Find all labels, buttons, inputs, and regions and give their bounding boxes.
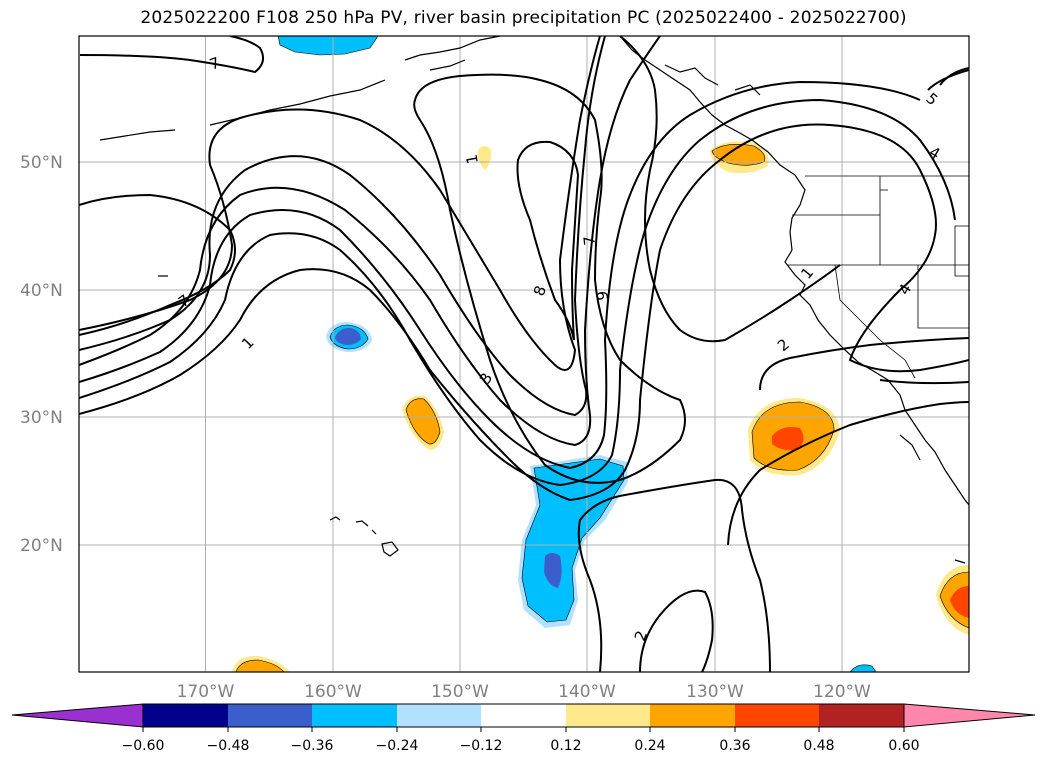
shading-positive-small	[477, 146, 492, 170]
colorbar-segment	[312, 704, 397, 727]
colorbar-extend-low	[11, 703, 144, 728]
islands	[158, 275, 399, 557]
lat-label: 40°N	[20, 281, 63, 301]
shading-negative-north	[277, 36, 379, 56]
colorbar-segment	[735, 704, 819, 727]
contour-label: 8	[530, 283, 550, 298]
colorbar-segment	[397, 704, 481, 727]
lon-label: 130°W	[686, 682, 744, 702]
contour-label: 2	[631, 628, 651, 643]
colorbar-segment	[566, 704, 650, 727]
colorbar: −0.60 −0.48 −0.36 −0.24 −0.12 0.12 0.24 …	[11, 703, 1036, 754]
colorbar-tick: −0.60	[122, 738, 165, 754]
colorbar-segment	[650, 704, 735, 727]
lat-label: 50°N	[20, 153, 63, 173]
contour-label: 2	[774, 335, 793, 355]
contour-label: 4	[895, 281, 915, 298]
latitude-labels: 50°N 40°N 30°N 20°N	[20, 153, 63, 556]
longitude-labels: 170°W 160°W 150°W 140°W 130°W 120°W	[177, 682, 871, 702]
graticule	[79, 36, 969, 672]
contour-label: 1	[238, 333, 257, 352]
contour-label: 1	[463, 153, 482, 166]
colorbar-tick: 0.60	[888, 738, 919, 754]
lon-label: 160°W	[304, 682, 362, 702]
colorbar-segment	[228, 704, 312, 727]
state-borders	[788, 175, 969, 379]
colorbar-extend-high	[903, 703, 1036, 728]
colorbar-tick: 0.36	[719, 738, 750, 754]
lon-label: 120°W	[813, 682, 871, 702]
contour-label: 9	[593, 290, 612, 301]
colorbar-tick: −0.48	[207, 738, 250, 754]
precipitation-shading	[232, 36, 969, 672]
colorbar-tick: 0.12	[550, 738, 581, 754]
lat-label: 20°N	[20, 536, 63, 556]
contour-label: 3	[476, 370, 496, 387]
contour-label: 4	[926, 143, 943, 163]
colorbar-tick: −0.36	[291, 738, 334, 754]
colorbar-tick: −0.12	[460, 738, 503, 754]
lat-label: 30°N	[20, 408, 63, 428]
pv-contours	[79, 36, 969, 672]
map-frame	[78, 35, 970, 673]
colorbar-frame	[142, 703, 905, 728]
lon-label: 140°W	[558, 682, 616, 702]
colorbar-tick: 0.48	[803, 738, 834, 754]
colorbar-tick: −0.24	[376, 738, 419, 754]
colorbar-segment	[481, 704, 566, 727]
colorbar-segment	[819, 704, 904, 727]
lon-label: 150°W	[431, 682, 489, 702]
contour-label: 7	[207, 54, 222, 74]
map-title: 2025022200 F108 250 hPa PV, river basin …	[140, 8, 907, 28]
contour-label: 7	[580, 235, 599, 246]
colorbar-segment	[143, 704, 228, 727]
lon-label: 170°W	[177, 682, 235, 702]
contour-label: 5	[922, 89, 941, 109]
colorbar-tick: 0.24	[634, 738, 665, 754]
